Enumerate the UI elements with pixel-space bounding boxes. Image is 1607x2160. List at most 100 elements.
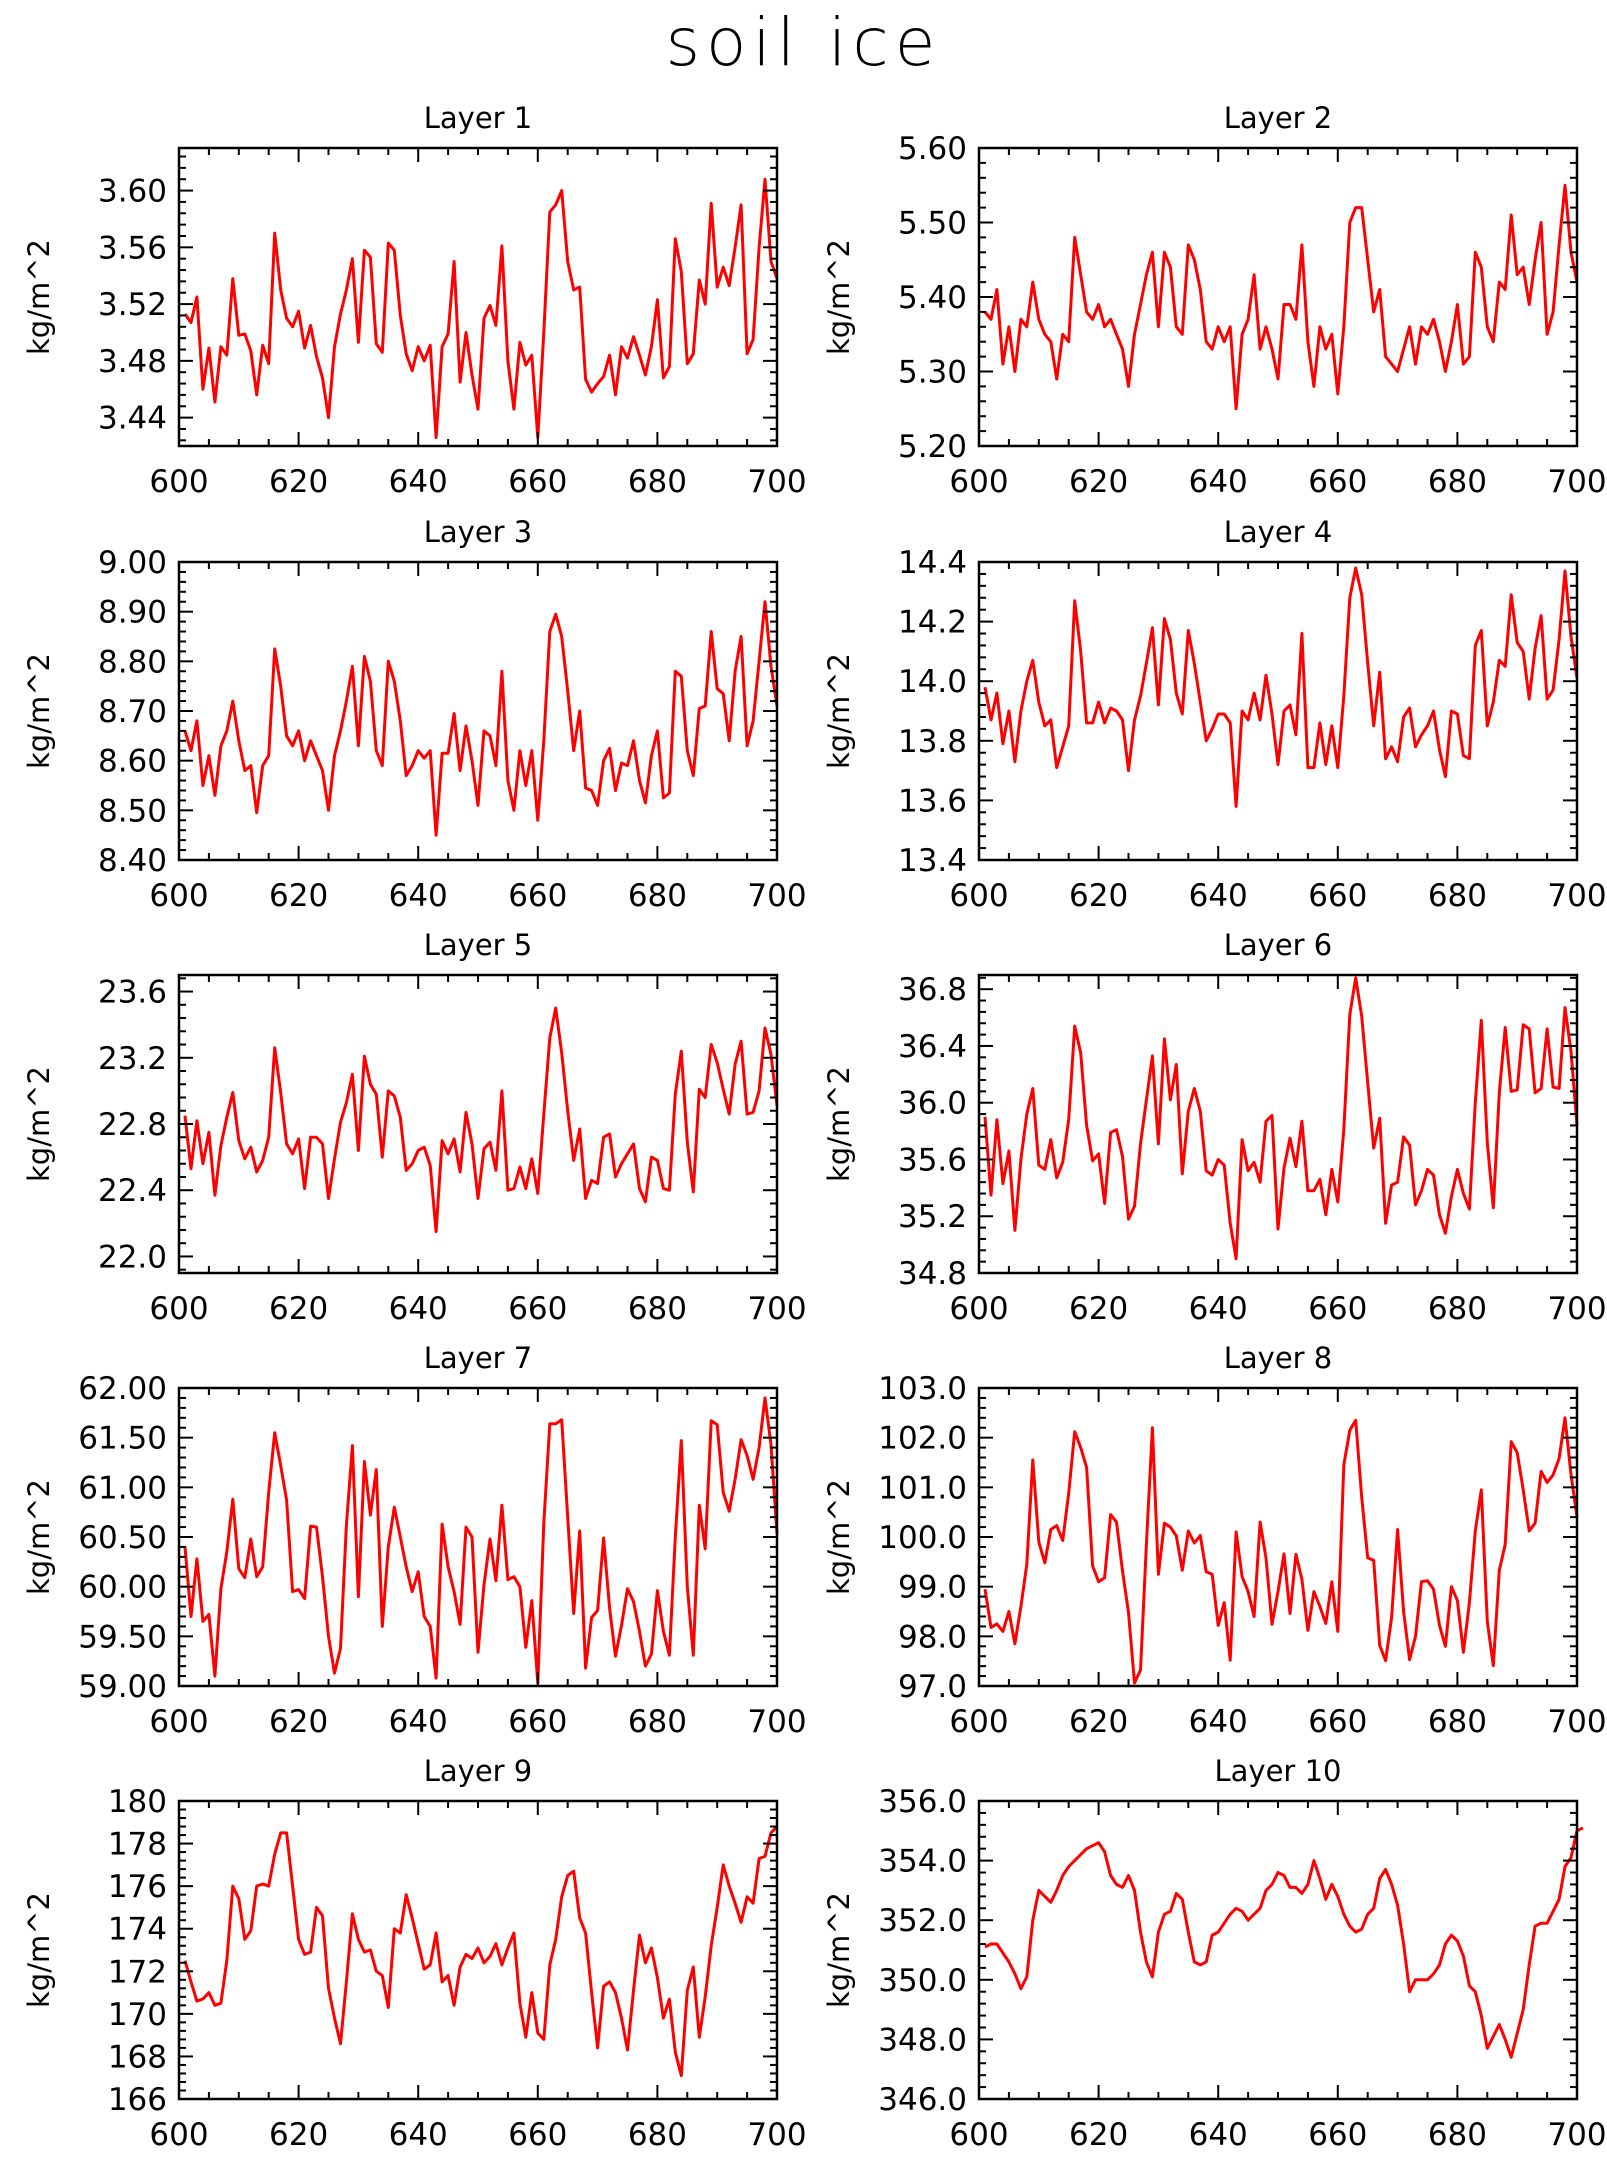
panel-8: Layer 8 kg/m^2 600 620 640 660 680 700 97.0 98.0 9… (822, 1341, 1607, 1740)
y-tick-label: 35.6 (898, 1142, 967, 1178)
x-tick-label: 660 (508, 1291, 567, 1327)
y-tick-label: 8.50 (98, 793, 167, 829)
x-tick-label: 680 (628, 464, 687, 500)
y-tick-label: 354.0 (878, 1844, 967, 1880)
panel-1: Layer 1 kg/m^2 600 620 640 660 680 700 3.44 3.48 3… (22, 101, 807, 500)
y-tick-label: 8.80 (98, 644, 167, 680)
panel-title: Layer 5 (424, 928, 533, 962)
panel-7: Layer 7 kg/m^2 600 620 640 660 680 700 59.00 59.5… (22, 1341, 807, 1740)
plot-frame (177, 560, 779, 862)
x-tick-label: 700 (1547, 464, 1606, 500)
x-tick-label: 620 (1069, 464, 1128, 500)
x-tick-label: 680 (1428, 1291, 1487, 1327)
x-tick-label: 640 (389, 1704, 448, 1740)
y-tick-label: 8.70 (98, 694, 167, 730)
x-tick-label: 700 (747, 878, 806, 914)
x-tick-label: 660 (508, 464, 567, 500)
x-tick-label: 600 (149, 464, 208, 500)
x-tick-label: 660 (1308, 1704, 1367, 1740)
y-tick-label: 8.90 (98, 595, 167, 631)
panel-2: Layer 2 kg/m^2 600 620 640 660 680 700 5.20 5.30 5… (822, 101, 1607, 500)
panel-3: Layer 3 kg/m^2 600 620 640 660 680 700 8.40 8.50 8… (22, 515, 807, 914)
y-tick-label: 176 (108, 1869, 167, 1905)
x-tick-label: 640 (1189, 464, 1248, 500)
y-axis-label: kg/m^2 (822, 1066, 856, 1182)
x-tick-label: 700 (747, 464, 806, 500)
y-tick-label: 14.2 (898, 605, 967, 641)
y-tick-label: 9.00 (98, 545, 167, 581)
x-tick-label: 680 (628, 2117, 687, 2153)
x-tick-label: 700 (1547, 1704, 1606, 1740)
y-tick-label: 350.0 (878, 1963, 967, 1999)
series-line (983, 976, 1579, 1261)
y-axis-label: kg/m^2 (822, 653, 856, 769)
x-tick-label: 680 (628, 878, 687, 914)
panel-title: Layer 6 (1224, 928, 1333, 962)
x-tick-label: 640 (1189, 1291, 1248, 1327)
x-tick-label: 640 (389, 464, 448, 500)
x-tick-label: 700 (1547, 2117, 1606, 2153)
y-tick-label: 13.4 (898, 843, 967, 879)
y-tick-label: 59.00 (78, 1669, 167, 1705)
x-tick-label: 600 (149, 1291, 208, 1327)
y-tick-label: 22.8 (98, 1107, 167, 1143)
y-tick-label: 99.0 (898, 1570, 967, 1606)
series-line (983, 566, 1579, 808)
x-tick-label: 620 (1069, 2117, 1128, 2153)
y-tick-label: 36.4 (898, 1029, 967, 1065)
y-axis-label: kg/m^2 (822, 239, 856, 355)
x-tick-label: 620 (269, 1704, 328, 1740)
y-tick-label: 60.00 (78, 1570, 167, 1606)
y-tick-label: 23.2 (98, 1041, 167, 1077)
y-tick-label: 346.0 (878, 2082, 967, 2118)
y-tick-label: 14.0 (898, 664, 967, 700)
x-tick-label: 680 (1428, 1704, 1487, 1740)
x-tick-label: 660 (1308, 1291, 1367, 1327)
y-tick-label: 101.0 (878, 1470, 967, 1506)
y-tick-label: 13.6 (898, 783, 967, 819)
y-tick-label: 5.30 (898, 355, 967, 391)
y-tick-label: 356.0 (878, 1784, 967, 1820)
y-axis-label: kg/m^2 (22, 1479, 56, 1595)
y-tick-label: 168 (108, 2039, 167, 2075)
plot-frame (977, 1386, 1579, 1688)
panel-title: Layer 2 (1224, 101, 1333, 135)
x-tick-label: 660 (508, 2117, 567, 2153)
panel-title: Layer 9 (424, 1754, 533, 1788)
y-tick-label: 13.8 (898, 724, 967, 760)
y-axis-label: kg/m^2 (22, 1066, 56, 1182)
x-tick-label: 600 (949, 464, 1008, 500)
y-tick-label: 3.60 (98, 174, 167, 210)
x-tick-label: 680 (628, 1291, 687, 1327)
y-tick-label: 3.44 (98, 401, 167, 437)
x-tick-label: 680 (1428, 464, 1487, 500)
panel-10: Layer 10 kg/m^2 600 620 640 660 680 700 346.0 348… (822, 1754, 1607, 2153)
x-tick-label: 680 (1428, 878, 1487, 914)
panel-9: Layer 9 kg/m^2 600 620 640 660 680 700 166 168 170… (22, 1754, 807, 2153)
y-tick-label: 35.2 (898, 1199, 967, 1235)
panel-title: Layer 4 (1224, 515, 1333, 549)
y-tick-label: 22.0 (98, 1239, 167, 1275)
y-tick-label: 62.00 (78, 1371, 167, 1407)
y-tick-label: 59.50 (78, 1619, 167, 1655)
x-tick-label: 620 (1069, 1291, 1128, 1327)
x-tick-label: 660 (1308, 2117, 1367, 2153)
series-line (183, 1396, 779, 1685)
plot-frame (977, 146, 1579, 448)
y-axis-label: kg/m^2 (822, 1892, 856, 2008)
y-tick-label: 103.0 (878, 1371, 967, 1407)
x-tick-label: 600 (149, 2117, 208, 2153)
x-tick-label: 620 (269, 878, 328, 914)
x-tick-label: 640 (1189, 878, 1248, 914)
y-tick-label: 352.0 (878, 1903, 967, 1939)
y-tick-label: 98.0 (898, 1619, 967, 1655)
series-line (183, 1006, 779, 1234)
x-tick-label: 640 (1189, 1704, 1248, 1740)
y-tick-label: 8.40 (98, 843, 167, 879)
y-tick-label: 36.0 (898, 1086, 967, 1122)
x-tick-label: 620 (1069, 1704, 1128, 1740)
y-tick-label: 170 (108, 1997, 167, 2033)
x-tick-label: 620 (269, 2117, 328, 2153)
